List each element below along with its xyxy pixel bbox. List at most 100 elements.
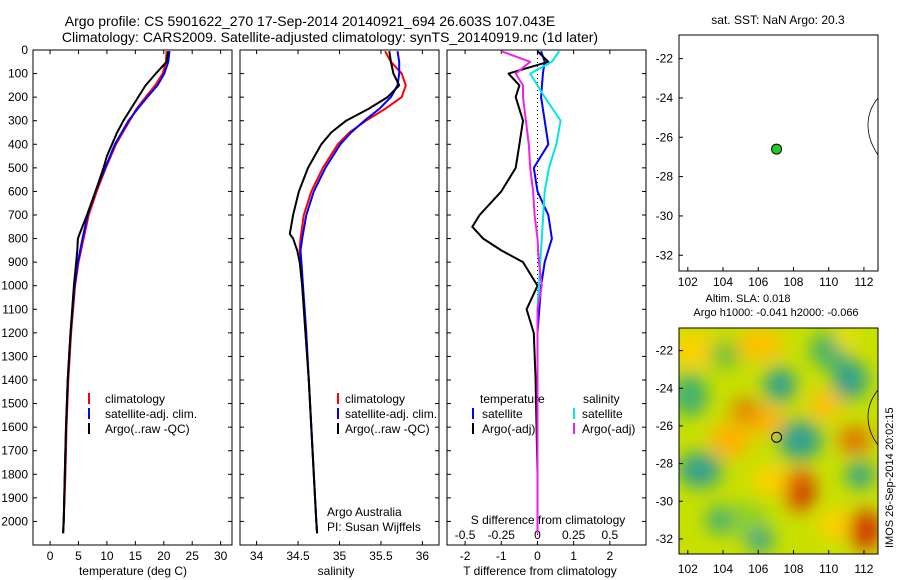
legend-swatch-argo	[337, 423, 339, 434]
map-y-tick-label: -32	[656, 248, 674, 262]
map-x-tick-label: 108	[783, 275, 803, 289]
map-x-tick-label: 108	[783, 562, 803, 576]
x-tick-label: -1	[496, 549, 507, 563]
map-y-tick-label: -26	[656, 130, 674, 144]
legend-label-satellite: satellite-adj. clim.	[105, 407, 197, 421]
title-line-2: Climatology: CARS2009. Satellite-adjuste…	[62, 29, 598, 45]
salinity-legend: climatology satellite-adj. clim. Argo(..…	[337, 392, 437, 436]
map-y-tick-label: -22	[656, 52, 674, 66]
title-line-1: Argo profile: CS 5901622_270 17-Sep-2014…	[65, 13, 555, 29]
depth-tick-label: 1700	[1, 444, 28, 458]
depth-tick-label: 800	[8, 232, 28, 246]
x-tick-label: 25	[186, 549, 200, 563]
legend-swatch-t-satellite	[472, 408, 474, 419]
salinity-xlabel: salinity	[318, 564, 355, 578]
difference-legend-temperature: temperature satellite Argo(-adj)	[472, 392, 545, 436]
map-y-tick-label: -24	[656, 91, 674, 105]
depth-tick-label: 400	[8, 137, 28, 151]
legend-swatch-satellite	[337, 408, 339, 419]
x-tick-label: -2	[460, 549, 471, 563]
legend-label-climatology: climatology	[345, 392, 405, 406]
depth-tick-label: 1000	[1, 279, 28, 293]
salinity-panel	[239, 49, 440, 546]
depth-tick-label: 1500	[1, 397, 28, 411]
legend-swatch-argo	[88, 423, 90, 434]
footer-stamp: IMOS 26-Sep-2014 20:02:15	[884, 407, 896, 548]
x-tick-label: 1	[570, 549, 577, 563]
depth-tick-label: 500	[8, 161, 28, 175]
depth-tick-label: 2000	[1, 514, 28, 528]
sla-heatmap	[679, 328, 878, 554]
map-x-tick-label: 106	[748, 275, 768, 289]
x-tick-label: 0	[47, 549, 54, 563]
map-x-tick-label: 106	[748, 562, 768, 576]
series-line-climatology	[298, 50, 407, 534]
sst-map-title: sat. SST: NaN Argo: 20.3	[711, 13, 845, 27]
map-y-tick-label: -30	[656, 209, 674, 223]
series-line-satellite	[532, 50, 553, 534]
legend-swatch-climatology	[337, 393, 339, 404]
x-tick-label: 2	[606, 549, 613, 563]
legend-label-satellite: satellite-adj. clim.	[345, 407, 437, 421]
legend-label-t-satellite: satellite	[482, 407, 523, 421]
x-tick-label: 36	[416, 549, 430, 563]
depth-tick-label: 1900	[1, 491, 28, 505]
sst-map-panel	[678, 34, 879, 272]
legend-swatch-t-argo	[472, 423, 474, 434]
map-x-tick-label: 104	[713, 275, 733, 289]
float-position-marker	[771, 431, 783, 443]
series-line-argoadj	[471, 50, 550, 534]
sst-coastline	[867, 97, 878, 156]
float-position-marker	[771, 143, 783, 155]
legend-label-s-satellite: satellite	[582, 407, 623, 421]
depth-tick-label: 700	[8, 208, 28, 222]
salinity-annotation-1: Argo Australia	[327, 505, 402, 519]
map-x-tick-label: 112	[854, 562, 873, 576]
x-tick-label: 15	[129, 549, 143, 563]
legend-swatch-climatology	[88, 393, 90, 404]
series-line-satelliteadjclim	[299, 51, 401, 534]
difference-legend-salinity: salinity satellite Argo(-adj)	[573, 392, 635, 436]
temperature-panel	[32, 49, 233, 546]
legend-title-salinity: salinity	[583, 392, 620, 406]
series-line-argoadj	[500, 50, 543, 534]
sla-coastline	[867, 389, 878, 446]
sla-map-title-2: Argo h1000: -0.041 h2000: -0.066	[693, 307, 858, 319]
series-line-satelliteadjclim	[62, 51, 171, 534]
map-x-tick-label: 104	[713, 562, 733, 576]
temperature-legend: climatology satellite-adj. clim. Argo(..…	[88, 392, 197, 436]
salinity-annotation-2: PI: Susan Wijffels	[327, 520, 421, 534]
map-y-tick-label: -28	[656, 457, 674, 471]
legend-swatch-satellite	[88, 408, 90, 419]
x-tick-label: 34	[250, 549, 264, 563]
depth-tick-label: 300	[8, 114, 28, 128]
legend-label-argo: Argo(..raw -QC)	[105, 422, 190, 436]
depth-tick-label: 600	[8, 184, 28, 198]
x-tick-label: 35.5	[369, 549, 393, 563]
depth-tick-label: 1100	[2, 302, 28, 316]
map-y-tick-label: -30	[656, 494, 674, 508]
series-line-climatology	[62, 51, 168, 534]
x-tick-label: 20	[157, 549, 171, 563]
depth-tick-label: 1200	[1, 326, 28, 340]
map-y-tick-label: -24	[656, 381, 674, 395]
series-line-argorawqc	[288, 51, 401, 534]
difference-panel	[446, 49, 647, 546]
x-tick-label: 34.5	[286, 549, 310, 563]
series-line-argorawqc	[62, 51, 170, 534]
x2-tick-label: -0.25	[488, 528, 516, 542]
depth-tick-label: 200	[8, 90, 28, 104]
temperature-xlabel: temperature (deg C)	[79, 564, 187, 578]
legend-swatch-s-satellite	[573, 408, 575, 419]
legend-label-t-argo: Argo(-adj)	[482, 422, 535, 436]
depth-tick-label: 0	[21, 43, 28, 57]
x-tick-label: 5	[75, 549, 82, 563]
x-tick-label: 10	[100, 549, 114, 563]
x-tick-label: 35	[333, 549, 347, 563]
map-x-tick-label: 112	[854, 275, 873, 289]
map-x-tick-label: 102	[678, 562, 698, 576]
x-tick-label: 30	[214, 549, 228, 563]
legend-swatch-s-argo	[573, 423, 575, 434]
depth-tick-label: 1300	[1, 349, 28, 363]
